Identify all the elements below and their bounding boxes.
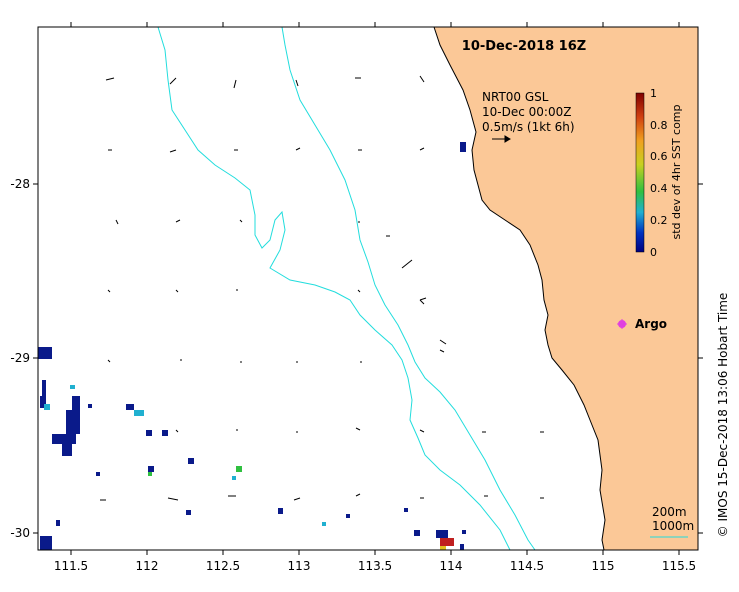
x-axis [70,22,680,555]
depth-legend-1000m: 1000m [652,519,694,533]
colorbar-tick: 0.8 [650,119,668,132]
argo-label: Argo [635,317,667,331]
x-tick-label: 113 [288,559,311,573]
argo-float-icon [617,319,627,329]
colorbar [635,92,645,253]
contour-200m [281,26,536,551]
contour-1000m [157,26,511,551]
legend-source: NRT00 GSL [482,90,549,104]
plot-frame [37,26,699,551]
colorbar-tick: 1 [650,87,657,100]
sst-pixels [38,142,466,550]
legend-arrow-icon [492,135,511,143]
colorbar-label: std dev of 4hr SST comp [670,104,683,239]
x-tick-label: 114.5 [510,559,544,573]
legend-date: 10-Dec 00:00Z [482,105,571,119]
colorbar-tick: 0.4 [650,182,668,195]
x-tick-label: 114 [440,559,463,573]
x-tick-label: 113.5 [358,559,392,573]
y-axis [33,183,703,534]
land-mass [434,27,698,550]
x-tick-label: 115.5 [662,559,696,573]
y-tick-label: -30 [10,526,30,540]
colorbar-tick: 0.2 [650,214,668,227]
x-tick-label: 112 [136,559,159,573]
y-tick-label: -29 [10,351,30,365]
y-tick-label: -28 [10,177,30,191]
colorbar-tick: 0 [650,246,657,259]
x-tick-label: 115 [592,559,615,573]
legend-scale: 0.5m/s (1kt 6h) [482,120,575,134]
credit-text: © IMOS 15-Dec-2018 13:06 Hobart Time [716,293,730,538]
coastline [433,26,606,551]
map-title: 10-Dec-2018 16Z [462,39,586,54]
colorbar-tick: 0.6 [650,150,668,163]
depth-legend-200m: 200m [652,505,687,519]
x-tick-label: 112.5 [206,559,240,573]
current-vectors [100,75,544,501]
x-tick-label: 111.5 [54,559,88,573]
